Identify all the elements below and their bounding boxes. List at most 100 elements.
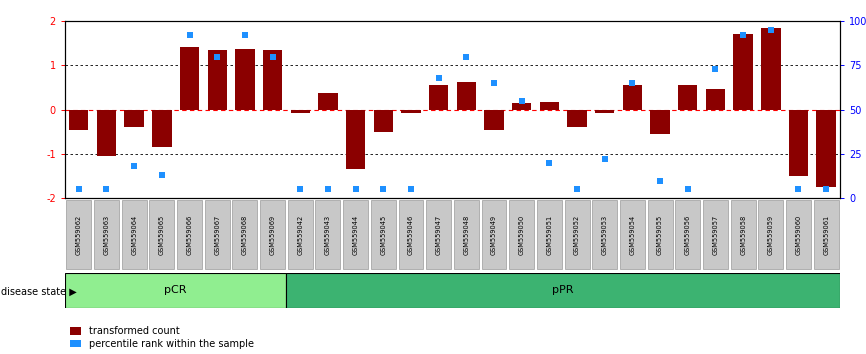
Text: GSM559063: GSM559063 [103, 215, 109, 255]
Bar [650, 110, 669, 134]
Text: GSM559065: GSM559065 [158, 215, 165, 255]
FancyBboxPatch shape [426, 200, 451, 269]
Point [819, 187, 833, 192]
Bar [623, 85, 642, 110]
FancyBboxPatch shape [232, 200, 257, 269]
FancyBboxPatch shape [371, 200, 396, 269]
Point [487, 80, 501, 86]
Text: GSM559055: GSM559055 [657, 215, 663, 255]
Text: pPR: pPR [553, 285, 574, 295]
Text: GSM559069: GSM559069 [269, 215, 275, 255]
FancyBboxPatch shape [731, 200, 756, 269]
Point [72, 187, 86, 192]
FancyBboxPatch shape [315, 200, 340, 269]
Bar [595, 110, 614, 113]
Point [294, 187, 307, 192]
Bar [540, 102, 559, 110]
FancyBboxPatch shape [287, 273, 840, 308]
Bar [97, 110, 116, 156]
Point [570, 187, 584, 192]
Text: GSM559066: GSM559066 [186, 215, 192, 255]
Text: GSM559043: GSM559043 [325, 215, 331, 255]
FancyBboxPatch shape [65, 273, 287, 308]
FancyBboxPatch shape [509, 200, 534, 269]
Bar [152, 110, 171, 147]
Legend: transformed count, percentile rank within the sample: transformed count, percentile rank withi… [70, 326, 255, 349]
Point [238, 33, 252, 38]
Point [681, 187, 695, 192]
Point [100, 187, 113, 192]
Bar [401, 110, 421, 113]
Text: GSM559054: GSM559054 [630, 215, 636, 255]
Text: GSM559064: GSM559064 [131, 215, 137, 255]
FancyBboxPatch shape [675, 200, 701, 269]
Text: GSM559059: GSM559059 [768, 215, 774, 255]
Point [459, 54, 473, 59]
Bar [373, 110, 393, 132]
Point [514, 98, 528, 104]
Bar [817, 110, 836, 187]
Point [598, 156, 611, 162]
Text: GSM559061: GSM559061 [824, 215, 829, 255]
Text: GSM559058: GSM559058 [740, 215, 746, 255]
FancyBboxPatch shape [122, 200, 146, 269]
Text: disease state ▶: disease state ▶ [1, 287, 76, 297]
FancyBboxPatch shape [288, 200, 313, 269]
FancyBboxPatch shape [204, 200, 229, 269]
FancyBboxPatch shape [814, 200, 838, 269]
FancyBboxPatch shape [94, 200, 119, 269]
FancyBboxPatch shape [703, 200, 728, 269]
Text: GSM559056: GSM559056 [685, 215, 691, 255]
Bar [567, 110, 587, 127]
Point [764, 27, 778, 33]
Bar [318, 93, 338, 110]
Bar [236, 49, 255, 110]
Bar [761, 28, 780, 110]
Bar [678, 85, 697, 110]
Bar [69, 110, 88, 130]
Text: pCR: pCR [165, 285, 187, 295]
Text: GSM559062: GSM559062 [76, 215, 81, 255]
Point [542, 160, 556, 166]
FancyBboxPatch shape [537, 200, 562, 269]
Bar [789, 110, 808, 176]
FancyBboxPatch shape [398, 200, 423, 269]
Point [266, 54, 280, 59]
Bar [456, 82, 476, 110]
Text: GSM559051: GSM559051 [546, 215, 553, 255]
Point [708, 66, 722, 72]
Point [792, 187, 805, 192]
Bar [512, 103, 532, 110]
Text: GSM559050: GSM559050 [519, 215, 525, 255]
FancyBboxPatch shape [565, 200, 590, 269]
FancyBboxPatch shape [648, 200, 673, 269]
Bar [180, 47, 199, 110]
Point [210, 54, 224, 59]
Text: GSM559042: GSM559042 [297, 215, 303, 255]
Point [377, 187, 391, 192]
Bar [263, 50, 282, 110]
Text: GSM559046: GSM559046 [408, 215, 414, 255]
Point [349, 187, 363, 192]
Bar [291, 110, 310, 113]
Point [404, 187, 418, 192]
Text: GSM559052: GSM559052 [574, 215, 580, 255]
Text: GSM559049: GSM559049 [491, 215, 497, 255]
Text: GSM559067: GSM559067 [214, 215, 220, 255]
Bar [734, 34, 753, 110]
FancyBboxPatch shape [149, 200, 174, 269]
Point [127, 164, 141, 169]
FancyBboxPatch shape [481, 200, 507, 269]
Bar [125, 110, 144, 127]
Point [625, 80, 639, 86]
Bar [484, 110, 504, 130]
Point [155, 172, 169, 178]
Point [653, 178, 667, 183]
FancyBboxPatch shape [177, 200, 202, 269]
Bar [706, 88, 725, 110]
FancyBboxPatch shape [786, 200, 811, 269]
Text: GSM559048: GSM559048 [463, 215, 469, 255]
FancyBboxPatch shape [592, 200, 617, 269]
Text: GSM559060: GSM559060 [796, 215, 802, 255]
Point [183, 33, 197, 38]
